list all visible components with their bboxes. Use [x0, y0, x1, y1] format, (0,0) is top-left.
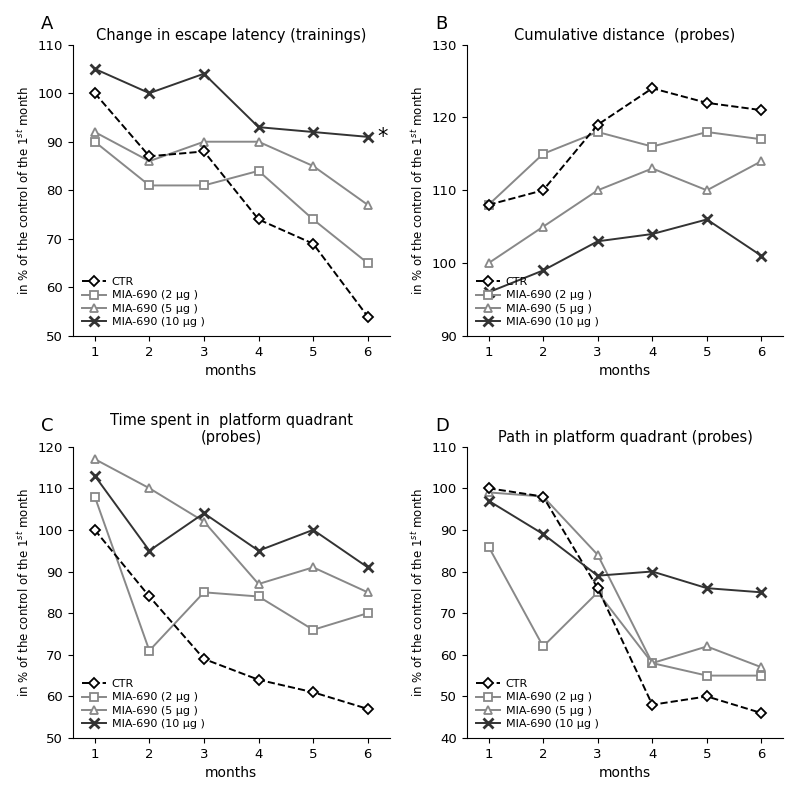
Y-axis label: in % of the control of the 1$^{st}$ month: in % of the control of the 1$^{st}$ mont… — [410, 488, 426, 697]
X-axis label: months: months — [599, 767, 651, 780]
Y-axis label: in % of the control of the 1$^{st}$ month: in % of the control of the 1$^{st}$ mont… — [17, 86, 32, 295]
Text: B: B — [435, 15, 447, 33]
Title: Time spent in  platform quadrant
(probes): Time spent in platform quadrant (probes) — [110, 413, 353, 446]
Legend: CTR, MIA-690 (2 μg ), MIA-690 (5 μg ), MIA-690 (10 μg ): CTR, MIA-690 (2 μg ), MIA-690 (5 μg ), M… — [472, 274, 602, 331]
X-axis label: months: months — [205, 767, 258, 780]
Text: C: C — [42, 418, 54, 435]
Title: Change in escape latency (trainings): Change in escape latency (trainings) — [96, 29, 366, 43]
Y-axis label: in % of the control of the 1$^{st}$ month: in % of the control of the 1$^{st}$ mont… — [410, 86, 426, 295]
Title: Path in platform quadrant (probes): Path in platform quadrant (probes) — [498, 430, 753, 446]
X-axis label: months: months — [205, 364, 258, 379]
Y-axis label: in % of the control of the 1$^{st}$ month: in % of the control of the 1$^{st}$ mont… — [17, 488, 32, 697]
Text: D: D — [435, 418, 449, 435]
Text: A: A — [42, 15, 54, 33]
Legend: CTR, MIA-690 (2 μg ), MIA-690 (5 μg ), MIA-690 (10 μg ): CTR, MIA-690 (2 μg ), MIA-690 (5 μg ), M… — [78, 676, 208, 732]
Title: Cumulative distance  (probes): Cumulative distance (probes) — [514, 29, 736, 43]
Legend: CTR, MIA-690 (2 μg ), MIA-690 (5 μg ), MIA-690 (10 μg ): CTR, MIA-690 (2 μg ), MIA-690 (5 μg ), M… — [78, 274, 208, 331]
Legend: CTR, MIA-690 (2 μg ), MIA-690 (5 μg ), MIA-690 (10 μg ): CTR, MIA-690 (2 μg ), MIA-690 (5 μg ), M… — [472, 676, 602, 732]
X-axis label: months: months — [599, 364, 651, 379]
Text: *: * — [378, 127, 388, 147]
